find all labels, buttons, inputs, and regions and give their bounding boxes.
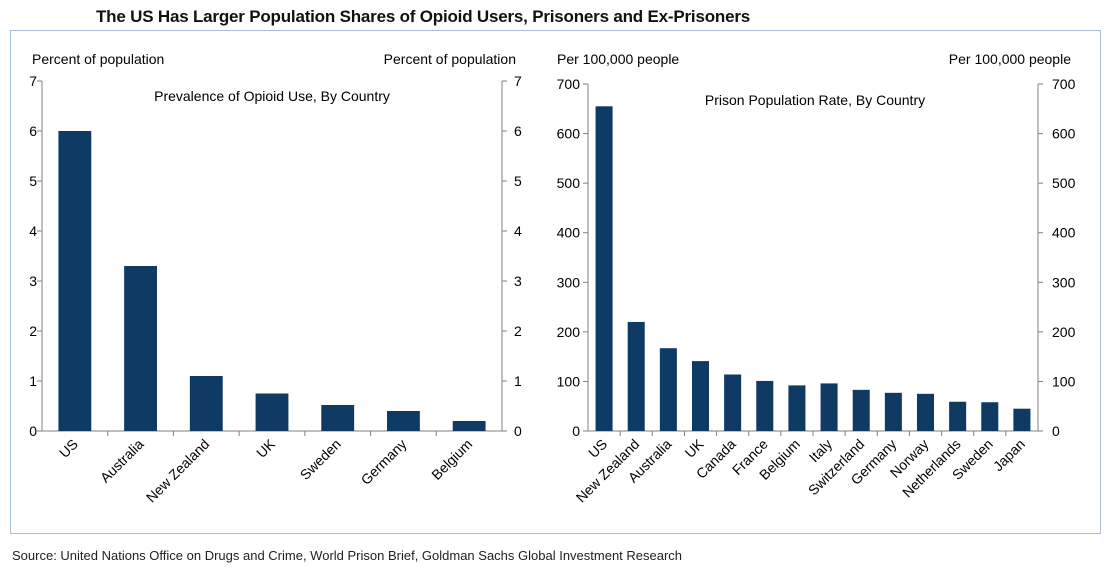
- y-tick-label-right: 100: [1052, 373, 1076, 389]
- x-tick-label: Japan: [990, 436, 1028, 474]
- x-tick-label: New Zealand: [143, 436, 213, 506]
- right-chart: 0 0 100 100 200 200 300 300 400 400 500 500 600 600 70…: [557, 76, 1076, 505]
- y-tick-label-right: 500: [1052, 175, 1076, 191]
- bar-norway: [916, 393, 935, 431]
- bar-us: [58, 131, 92, 431]
- chart-frame: [10, 30, 1101, 534]
- y-tick-label-right: 7: [514, 73, 522, 89]
- y-tick-label-left: 2: [29, 323, 37, 339]
- bar-australia: [659, 348, 677, 431]
- y-tick-label-left: 100: [557, 373, 581, 389]
- y-tick-label-left: 300: [557, 274, 581, 290]
- y-tick-label-left: 400: [557, 225, 581, 241]
- left-chart-title: Prevalence of Opioid Use, By Country: [154, 88, 390, 104]
- y-tick-label-left: 700: [557, 76, 581, 92]
- bar-germany: [387, 411, 420, 431]
- bar-belgium: [452, 421, 486, 431]
- bar-switzerland: [852, 389, 870, 431]
- bar-italy: [820, 383, 838, 431]
- x-tick-label: UK: [253, 435, 279, 461]
- x-tick-label: US: [56, 436, 81, 461]
- y-tick-label-left: 3: [29, 273, 37, 289]
- y-tick-label-left: 6: [29, 123, 37, 139]
- y-tick-label-right: 300: [1052, 274, 1076, 290]
- y-tick-label-right: 600: [1052, 126, 1076, 142]
- x-tick-label: UK: [682, 435, 708, 461]
- bar-uk: [691, 361, 710, 431]
- bar-canada: [724, 374, 742, 431]
- y-tick-label-right: 700: [1052, 76, 1076, 92]
- x-tick-label: Belgium: [428, 436, 475, 483]
- bar-japan: [1013, 408, 1031, 431]
- y-tick-label-right: 3: [514, 273, 522, 289]
- y-tick-label-left: 200: [557, 324, 581, 340]
- right-chart-right-axis-label: Per 100,000 people: [949, 51, 1071, 67]
- bar-france: [756, 380, 774, 431]
- y-tick-label-left: 7: [29, 73, 37, 89]
- bar-new-zealand: [627, 321, 645, 431]
- y-tick-label-left: 4: [29, 223, 37, 239]
- bar-netherlands: [949, 401, 967, 431]
- x-tick-label: US: [585, 436, 610, 461]
- y-tick-label-right: 1: [514, 373, 522, 389]
- y-tick-label-left: 500: [557, 175, 581, 191]
- y-tick-label-right: 0: [514, 423, 522, 439]
- page-title: The US Has Larger Population Shares of O…: [96, 7, 750, 26]
- bar-australia: [124, 266, 157, 431]
- bar-germany: [884, 392, 902, 431]
- y-tick-label-right: 5: [514, 173, 522, 189]
- left-chart-left-axis-label: Percent of population: [32, 51, 164, 67]
- right-chart-left-axis-label: Per 100,000 people: [557, 51, 679, 67]
- y-tick-label-right: 2: [514, 323, 522, 339]
- bar-us: [595, 106, 613, 432]
- y-tick-label-left: 1: [29, 373, 37, 389]
- y-tick-label-left: 5: [29, 173, 37, 189]
- y-tick-label-right: 400: [1052, 225, 1076, 241]
- bar-new-zealand: [189, 376, 223, 431]
- bar-sweden: [321, 405, 355, 431]
- y-tick-label-right: 200: [1052, 324, 1076, 340]
- bar-uk: [255, 393, 289, 431]
- bar-sweden: [981, 402, 999, 431]
- y-tick-label-left: 0: [572, 423, 580, 439]
- x-tick-label: Germany: [358, 436, 410, 488]
- bar-belgium: [788, 385, 806, 431]
- source-note: Source: United Nations Office on Drugs a…: [12, 548, 683, 563]
- y-tick-label-left: 600: [557, 126, 581, 142]
- left-chart-right-axis-label: Percent of population: [384, 51, 516, 67]
- y-tick-label-right: 0: [1052, 423, 1060, 439]
- x-tick-label: Sweden: [297, 436, 344, 483]
- x-tick-label: Australia: [97, 436, 147, 486]
- y-tick-label-right: 6: [514, 123, 522, 139]
- y-tick-label-right: 4: [514, 223, 522, 239]
- y-tick-label-left: 0: [29, 423, 37, 439]
- right-chart-title: Prison Population Rate, By Country: [705, 92, 925, 108]
